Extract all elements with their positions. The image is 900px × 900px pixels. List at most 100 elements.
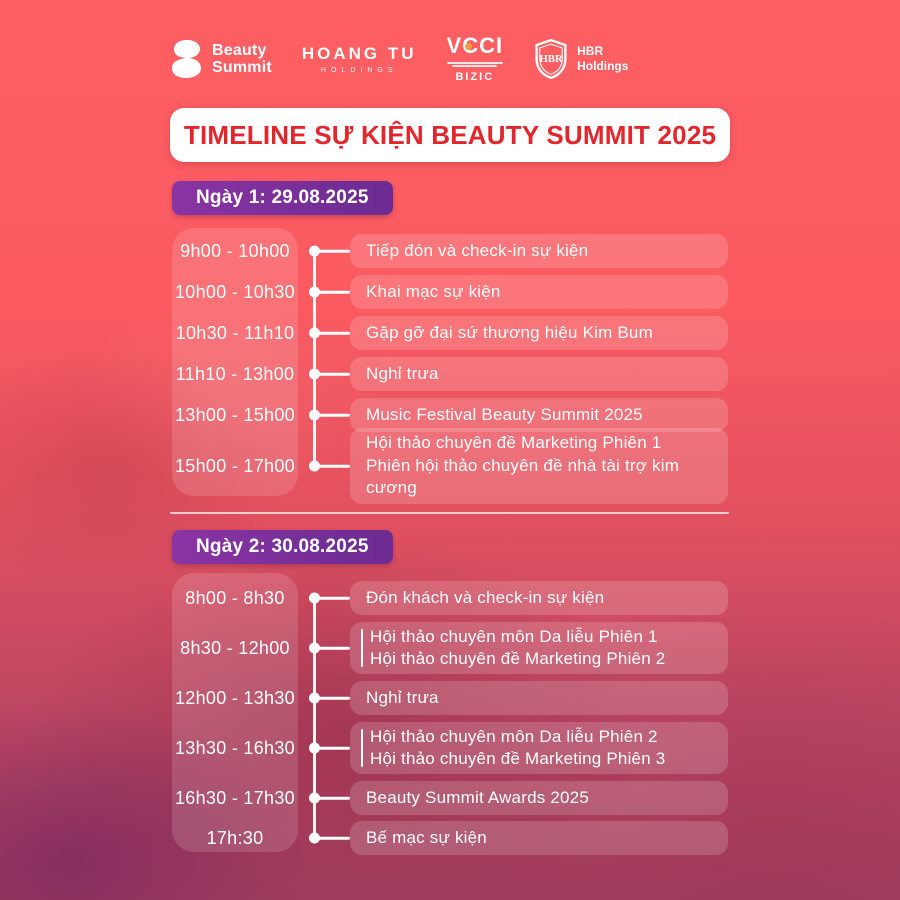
event-box: Khai mạc sự kiện bbox=[350, 275, 728, 309]
connector-line bbox=[315, 596, 350, 600]
sponsor-logo-row: Beauty Summit HOANG TU HOLDINGS VCCI BIZ… bbox=[170, 30, 628, 88]
timeline-row: 13h30 - 16h30 Hội thảo chuyên môn Da liễ… bbox=[172, 721, 728, 775]
timeline-connector bbox=[298, 621, 350, 675]
time-label: 10h00 - 10h30 bbox=[174, 281, 295, 302]
connector-line bbox=[315, 331, 350, 335]
day1-rows: 9h00 - 10h00 Tiếp đón và check-in sự kiệ… bbox=[172, 234, 728, 504]
day2-time-column bbox=[172, 573, 298, 852]
dot-icon bbox=[309, 286, 320, 298]
timeline-connector bbox=[298, 781, 350, 815]
vcci-wordmark: VCCI bbox=[447, 35, 504, 58]
timeline-row: 11h10 - 13h00 Nghỉ trưa bbox=[172, 357, 728, 391]
title-banner: TIMELINE SỰ KIỆN BEAUTY SUMMIT 2025 bbox=[170, 108, 730, 162]
time-label: 11h10 - 13h00 bbox=[175, 363, 295, 384]
time-label: 9h00 - 10h00 bbox=[180, 240, 290, 261]
hoang-tu-logo: HOANG TU HOLDINGS bbox=[302, 44, 417, 74]
timeline-connector bbox=[298, 821, 350, 855]
connector-line bbox=[315, 646, 350, 650]
hoang-tu-name: HOANG TU bbox=[301, 44, 417, 63]
connector-line bbox=[315, 796, 350, 800]
time-label: 8h30 - 12h00 bbox=[180, 637, 290, 658]
timeline-row: 16h30 - 17h30 Beauty Summit Awards 2025 bbox=[172, 781, 728, 815]
beauty-summit-line1: Beauty bbox=[212, 41, 267, 59]
event-text: Hội thảo chuyên đề Marketing Phiên 1 bbox=[366, 433, 662, 453]
timeline-connector bbox=[298, 439, 350, 493]
connector-line bbox=[315, 413, 350, 417]
dot-icon bbox=[309, 245, 320, 257]
page-title: TIMELINE SỰ KIỆN BEAUTY SUMMIT 2025 bbox=[183, 119, 717, 150]
day2-badge: Ngày 2: 30.08.2025 bbox=[172, 530, 393, 564]
vcci-name: VCCI bbox=[446, 33, 504, 58]
event-text: Hội thảo chuyên đề Marketing Phiên 2 bbox=[370, 649, 666, 668]
shield-icon: HBR bbox=[535, 38, 567, 80]
time-label: 10h30 - 11h10 bbox=[175, 322, 295, 343]
event-box: Hội thảo chuyên đề Marketing Phiên 1 Phi… bbox=[350, 428, 728, 504]
time-label: 17h:30 bbox=[206, 827, 264, 848]
dot-icon bbox=[309, 832, 320, 844]
day1-time-column bbox=[172, 228, 298, 496]
event-box: Hội thảo chuyên môn Da liễu Phiên 2 Hội … bbox=[350, 721, 728, 775]
timeline-row: 13h00 - 15h00 Music Festival Beauty Summ… bbox=[172, 398, 728, 432]
connector-line bbox=[315, 836, 350, 840]
day2-badge-label: Ngày 2: 30.08.2025 bbox=[196, 536, 369, 557]
hbr-holdings-logo: HBR HBR Holdings bbox=[533, 38, 628, 80]
dot-icon bbox=[309, 792, 320, 804]
time-label: 13h30 - 16h30 bbox=[174, 737, 295, 758]
timeline-row: 17h:30 Bế mạc sự kiện bbox=[172, 821, 728, 855]
beauty-summit-line2: Summit bbox=[212, 59, 272, 76]
event-box: Tiếp đón và check-in sự kiện bbox=[350, 234, 728, 268]
day2-timeline-line bbox=[313, 598, 316, 834]
event-text: Khai mạc sự kiện bbox=[366, 281, 501, 301]
connector-line bbox=[315, 249, 350, 253]
event-text: Beauty Summit Awards 2025 bbox=[366, 787, 589, 807]
hbr-line1: HBR bbox=[577, 44, 604, 58]
timeline-connector bbox=[298, 234, 350, 268]
time-label: 8h00 - 8h30 bbox=[185, 587, 285, 608]
event-text: Đón khách và check-in sự kiện bbox=[366, 587, 605, 607]
time-label: 12h00 - 13h30 bbox=[174, 687, 295, 708]
event-box: Beauty Summit Awards 2025 bbox=[350, 781, 728, 815]
beauty-summit-logo: Beauty Summit bbox=[170, 39, 272, 79]
timeline-row: 15h00 - 17h00 Hội thảo chuyên đề Marketi… bbox=[172, 428, 728, 504]
event-text: Music Festival Beauty Summit 2025 bbox=[366, 404, 643, 424]
dot-icon bbox=[309, 327, 320, 339]
timeline-connector bbox=[298, 681, 350, 715]
day1-badge-label: Ngày 1: 29.08.2025 bbox=[196, 187, 369, 208]
timeline-connector bbox=[298, 316, 350, 350]
day1-timeline-section: 9h00 - 10h00 Tiếp đón và check-in sự kiệ… bbox=[172, 228, 728, 504]
event-text: Nghỉ trưa bbox=[366, 687, 439, 707]
event-text: Nghỉ trưa bbox=[366, 363, 439, 383]
event-box: Nghỉ trưa bbox=[350, 681, 728, 715]
day2-rows: 8h00 - 8h30 Đón khách và check-in sự kiệ… bbox=[172, 581, 728, 855]
flower-b-icon bbox=[172, 40, 201, 78]
timeline-connector bbox=[298, 275, 350, 309]
event-box: Music Festival Beauty Summit 2025 bbox=[350, 398, 728, 432]
connector-line bbox=[315, 696, 350, 700]
time-label: 16h30 - 17h30 bbox=[174, 787, 295, 808]
event-box: Hội thảo chuyên môn Da liễu Phiên 1 Hội … bbox=[350, 621, 728, 675]
day1-badge: Ngày 1: 29.08.2025 bbox=[172, 181, 393, 215]
vcci-logo: VCCI BIZIC bbox=[447, 35, 504, 83]
timeline-connector bbox=[298, 581, 350, 615]
dot-icon bbox=[309, 692, 320, 704]
dot-icon bbox=[309, 368, 320, 380]
dot-icon bbox=[309, 460, 320, 472]
timeline-connector bbox=[298, 721, 350, 775]
event-text: Hội thảo chuyên đề Marketing Phiên 3 bbox=[370, 749, 666, 768]
timeline-row: 12h00 - 13h30 Nghỉ trưa bbox=[172, 681, 728, 715]
time-label: 15h00 - 17h00 bbox=[174, 455, 295, 476]
dot-icon bbox=[309, 642, 320, 654]
connector-line bbox=[315, 746, 350, 750]
timeline-row: 10h00 - 10h30 Khai mạc sự kiện bbox=[172, 275, 728, 309]
vcci-bizic-label: BIZIC bbox=[455, 71, 495, 83]
timeline-row: 8h30 - 12h00 Hội thảo chuyên môn Da liễu… bbox=[172, 621, 728, 675]
event-text: Hội thảo chuyên môn Da liễu Phiên 1 bbox=[370, 626, 658, 646]
event-box: Đón khách và check-in sự kiện bbox=[350, 581, 728, 615]
day2-timeline-section: 8h00 - 8h30 Đón khách và check-in sự kiệ… bbox=[172, 573, 728, 855]
dot-icon bbox=[309, 742, 320, 754]
hbr-line2: Holdings bbox=[577, 59, 629, 73]
event-text: Bế mạc sự kiện bbox=[366, 827, 487, 847]
connector-line bbox=[315, 464, 350, 468]
hoang-tu-sub: HOLDINGS bbox=[320, 67, 398, 74]
day1-timeline-line bbox=[313, 251, 316, 465]
